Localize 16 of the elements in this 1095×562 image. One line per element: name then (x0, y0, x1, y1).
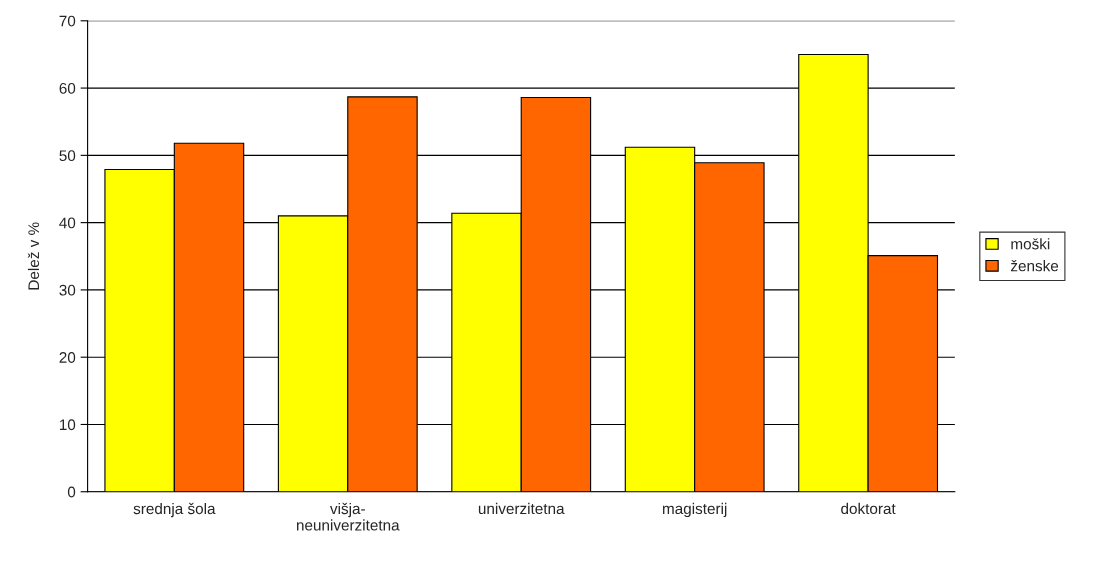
y-tick-label: 10 (59, 419, 76, 431)
y-tick-label: 50 (59, 150, 76, 162)
x-tick-label: univerzitetna (478, 502, 565, 515)
x-tick-label: višja- neuniverzitetna (296, 502, 400, 531)
x-tick-label: magisterij (663, 502, 727, 518)
y-tick-label: 60 (59, 82, 76, 94)
legend-label: moški (1011, 238, 1050, 250)
y-tick-label: 70 (59, 15, 76, 27)
legend-label: ženske (1011, 260, 1059, 272)
y-tick-label: 0 (67, 486, 76, 498)
y-tick-label: 40 (59, 217, 76, 229)
y-axis-title: Delež v % (27, 222, 40, 290)
x-tick-label: doktorat (841, 502, 896, 515)
x-tick-label: srednja šola (133, 502, 216, 518)
y-tick-label: 30 (59, 284, 76, 296)
y-tick-label: 20 (59, 352, 76, 363)
